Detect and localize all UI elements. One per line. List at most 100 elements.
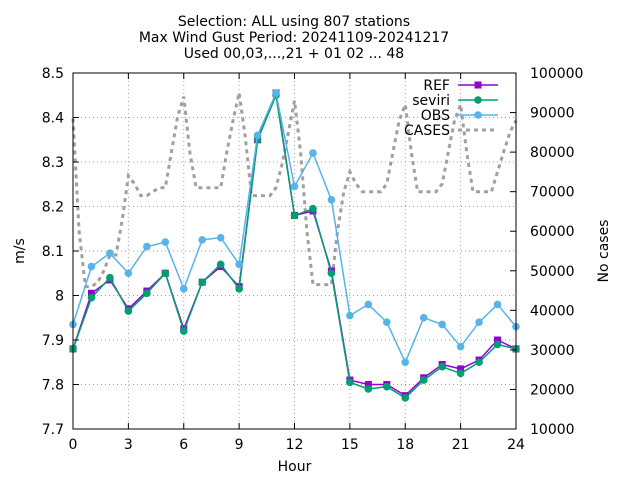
data-point (216, 233, 225, 242)
legend-item-cases: CASES (404, 123, 498, 139)
data-point (235, 285, 243, 293)
series-ref (69, 89, 520, 400)
data-point (106, 273, 114, 282)
data-point (346, 378, 354, 387)
legend-marker (474, 96, 482, 104)
x-tick-label: 6 (179, 437, 188, 453)
y2-tick-label: 80000 (530, 145, 575, 161)
data-point (87, 289, 95, 297)
data-point (161, 238, 170, 246)
data-point (309, 149, 317, 157)
data-point (494, 336, 502, 344)
series-cases (71, 92, 518, 289)
data-point (290, 211, 299, 220)
x-tick-label: 9 (235, 437, 244, 453)
data-point (106, 249, 114, 258)
data-point (87, 262, 96, 271)
y2-tick-label: 40000 (530, 303, 575, 319)
data-point (161, 269, 170, 278)
data-point (456, 342, 465, 351)
x-tick-label: 24 (507, 437, 525, 453)
data-point (143, 242, 151, 251)
x-tick-label: 21 (452, 437, 470, 453)
series-obs (69, 89, 520, 367)
cases-series (71, 92, 518, 289)
title-line: Selection: ALL using 807 stations (178, 14, 410, 30)
data-point (364, 385, 373, 393)
title-line: Max Wind Gust Period: 20241109-20241217 (139, 30, 449, 46)
legend-item-ref: REF (423, 78, 498, 94)
data-point (401, 394, 410, 402)
data-point (216, 260, 225, 269)
y-tick-label: 8.2 (42, 200, 64, 216)
x-tick-label: 0 (69, 437, 78, 453)
y2-axis-label: No cases (596, 220, 612, 283)
series-line (72, 92, 517, 399)
y2-tick-label: 70000 (530, 185, 575, 201)
legend-marker (474, 111, 482, 119)
data-point (179, 285, 188, 293)
title-line: Used 00,03,...,21 + 01 02 ... 48 (184, 46, 404, 62)
data-point (198, 278, 207, 286)
data-point (290, 182, 299, 191)
data-point (309, 204, 317, 213)
data-point (364, 300, 373, 309)
legend-item-seviri: seviri (412, 93, 498, 109)
data-point (87, 293, 96, 302)
data-point (419, 313, 428, 322)
y-tick-label: 7.8 (42, 378, 64, 394)
y-tick-label: 7.7 (42, 422, 64, 438)
legend-label: seviri (412, 93, 450, 109)
data-point (272, 89, 280, 97)
x-tick-label: 12 (286, 437, 304, 453)
data-point (198, 236, 207, 244)
data-point (364, 381, 372, 388)
data-point (419, 376, 428, 384)
data-point (253, 131, 262, 140)
data-point (346, 311, 354, 320)
y-tick-label: 8 (55, 289, 64, 305)
y2-tick-label: 50000 (530, 264, 575, 280)
data-point (457, 365, 465, 373)
legend-item-obs: OBS (421, 108, 498, 124)
x-tick-label: 15 (341, 437, 359, 453)
data-point (327, 196, 336, 204)
data-point (438, 320, 446, 329)
y2-tick-label: 90000 (530, 106, 575, 122)
y-tick-label: 8.1 (42, 244, 64, 260)
x-tick-label: 3 (124, 437, 133, 453)
legend-label: REF (423, 78, 450, 94)
data-point (124, 307, 133, 315)
series-line (71, 92, 518, 289)
data-point (235, 260, 243, 269)
y2-tick-label: 100000 (530, 66, 583, 82)
y2-tick-label: 60000 (530, 224, 575, 240)
y2-tick-label: 10000 (530, 422, 575, 438)
data-point (456, 369, 465, 378)
legend-label: CASES (404, 123, 450, 139)
data-point (475, 358, 483, 367)
data-point (493, 300, 502, 309)
y-tick-label: 8.5 (42, 66, 64, 82)
data-point (143, 289, 151, 298)
x-axis-label: Hour (278, 459, 312, 475)
data-point (438, 362, 446, 371)
x-tick-label: 18 (396, 437, 414, 453)
data-point (493, 340, 502, 349)
data-point (124, 269, 133, 278)
data-point (327, 269, 336, 278)
y2-tick-label: 20000 (530, 382, 575, 398)
legend-label: OBS (421, 108, 450, 124)
legend-marker (474, 81, 482, 89)
data-point (401, 358, 410, 367)
axis-ticks: 0 3 6 9 12 15 18 21 24 7.7 7.8 7.9 8 8.1 8.2 8.3 8.4 8.5 1… (42, 66, 584, 453)
data-point (475, 318, 483, 327)
data-point (179, 327, 188, 335)
y-tick-label: 7.9 (42, 333, 64, 349)
y-axis-label: m/s (12, 238, 28, 264)
y-tick-label: 8.3 (42, 155, 64, 171)
y2-tick-label: 30000 (530, 343, 575, 359)
data-point (382, 318, 391, 327)
